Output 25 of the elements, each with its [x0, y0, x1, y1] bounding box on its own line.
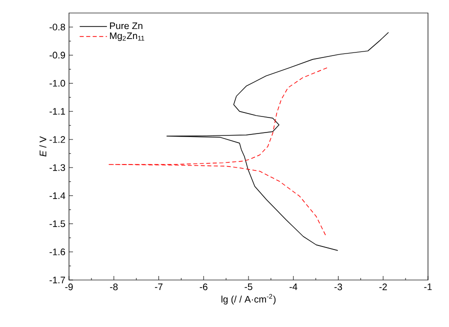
y-tick-label: -0.8: [50, 24, 66, 30]
y-axis-title: E / V: [39, 136, 46, 157]
x-tick-label: -3: [334, 284, 342, 290]
legend-label: Pure Zn: [110, 22, 142, 30]
y-tick-label: -1.1: [50, 108, 66, 115]
x-tick-label: -6: [200, 284, 208, 290]
y-tick-label: -1.0: [50, 80, 66, 87]
x-tick-label: -1: [424, 284, 432, 290]
y-tick-label: -1.5: [50, 220, 66, 228]
line-series: [108, 67, 328, 238]
x-tick-label: -4: [290, 284, 298, 290]
x-tick-label: -7: [154, 284, 162, 290]
x-tick-label: -2: [379, 284, 387, 290]
y-tick-label: -0.9: [50, 52, 66, 59]
y-tick-label: -1.7: [50, 276, 66, 284]
y-tick-label: -1.2: [50, 136, 66, 143]
x-tick-label: -9: [65, 284, 73, 290]
x-tick-label: -5: [244, 284, 252, 290]
legend-label: Mg$_{2}$Zn$_{11}$: [110, 32, 144, 41]
x-tick-label: -8: [110, 284, 118, 290]
line-series: [166, 32, 389, 251]
y-tick-label: -1.6: [50, 248, 66, 256]
x-axis-title: lg (/ / A·cm$^{-2}$): [221, 294, 276, 304]
y-tick-label: -1.3: [50, 164, 66, 171]
y-tick-label: -1.4: [50, 192, 66, 199]
